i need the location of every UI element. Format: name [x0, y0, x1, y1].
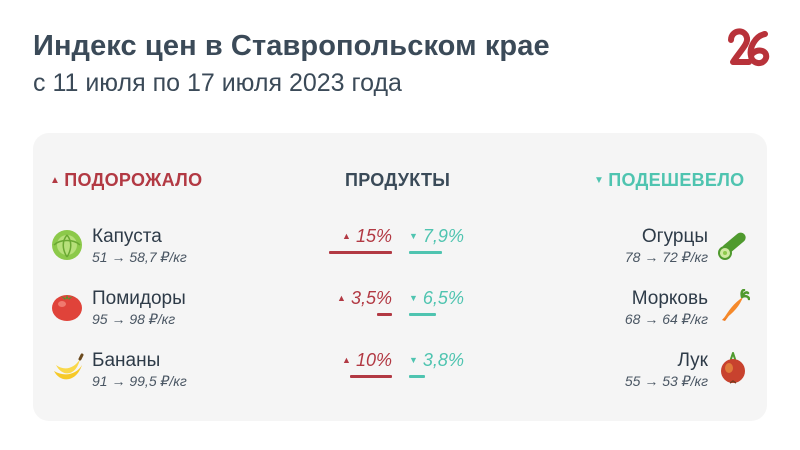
column-header-up: ▲ ПОДОРОЖАЛО	[50, 170, 202, 191]
increase-percent-value: 3,5%	[350, 288, 392, 308]
down-triangle-icon: ▼	[409, 355, 418, 365]
increase-percent-value: 10%	[355, 350, 392, 370]
product-price: 95 → 98 ₽/кг	[92, 311, 176, 327]
logo-26-icon	[728, 28, 770, 66]
increase-bar	[329, 251, 392, 254]
carrot-icon	[722, 289, 750, 321]
increase-percent-value: 15%	[355, 226, 392, 246]
product-row: Капуста 51 → 58,7 ₽/кг ▲ 15% ▼ 7,9% Огурцы…	[0, 226, 800, 286]
increase-percent: ▲ 3,5%	[337, 288, 392, 309]
column-header-down-label: ПОДЕШЕВЕЛО	[608, 170, 745, 190]
page-title: Индекс цен в Ставропольском крае	[33, 30, 550, 62]
down-triangle-icon: ▼	[409, 293, 418, 303]
decrease-percent-value: 7,9%	[422, 226, 464, 246]
up-triangle-icon: ▲	[342, 355, 351, 365]
product-name: Капуста	[92, 226, 162, 247]
down-triangle-icon: ▼	[594, 175, 605, 186]
product-name: Огурцы	[641, 226, 708, 247]
increase-bar	[350, 375, 392, 378]
cucumber-icon	[718, 232, 746, 260]
product-row: Бананы 91 → 99,5 ₽/кг ▲ 10% ▼ 3,8% Лук 55 …	[0, 350, 800, 410]
product-row: Помидоры 95 → 98 ₽/кг ▲ 3,5% ▼ 6,5% Морков…	[0, 288, 800, 348]
product-price: 55 → 53 ₽/кг	[624, 373, 708, 389]
onion-icon	[721, 352, 745, 384]
decrease-bar	[409, 375, 425, 378]
product-name: Морковь	[631, 288, 708, 309]
product-price: 78 → 72 ₽/кг	[624, 249, 708, 265]
column-header-products: ПРОДУКТЫ	[345, 170, 451, 190]
price-index-card	[33, 133, 767, 421]
product-price: 91 → 99,5 ₽/кг	[92, 373, 187, 389]
product-name: Помидоры	[92, 288, 186, 309]
up-triangle-icon: ▲	[50, 175, 61, 186]
decrease-percent: ▼ 7,9%	[409, 226, 464, 247]
bananas-icon	[54, 353, 84, 380]
product-name: Лук	[677, 350, 709, 371]
increase-percent: ▲ 10%	[342, 350, 392, 371]
product-price: 51 → 58,7 ₽/кг	[92, 249, 187, 265]
decrease-bar	[409, 313, 436, 316]
decrease-percent: ▼ 6,5%	[409, 288, 464, 309]
cabbage-icon	[52, 230, 82, 260]
column-header-down: ▼ ПОДЕШЕВЕЛО	[594, 170, 744, 191]
increase-percent: ▲ 15%	[342, 226, 392, 247]
increase-bar	[377, 313, 392, 316]
decrease-percent-value: 6,5%	[422, 288, 464, 308]
decrease-percent-value: 3,8%	[422, 350, 464, 370]
logo	[725, 26, 771, 72]
up-triangle-icon: ▲	[342, 231, 351, 241]
up-triangle-icon: ▲	[337, 293, 346, 303]
decrease-percent: ▼ 3,8%	[409, 350, 464, 371]
page-subtitle: с 11 июля по 17 июля 2023 года	[33, 69, 402, 97]
decrease-bar	[409, 251, 442, 254]
column-header-up-label: ПОДОРОЖАЛО	[64, 170, 203, 190]
product-name: Бананы	[92, 350, 161, 371]
tomato-icon	[52, 295, 82, 321]
product-price: 68 → 64 ₽/кг	[624, 311, 708, 327]
down-triangle-icon: ▼	[409, 231, 418, 241]
